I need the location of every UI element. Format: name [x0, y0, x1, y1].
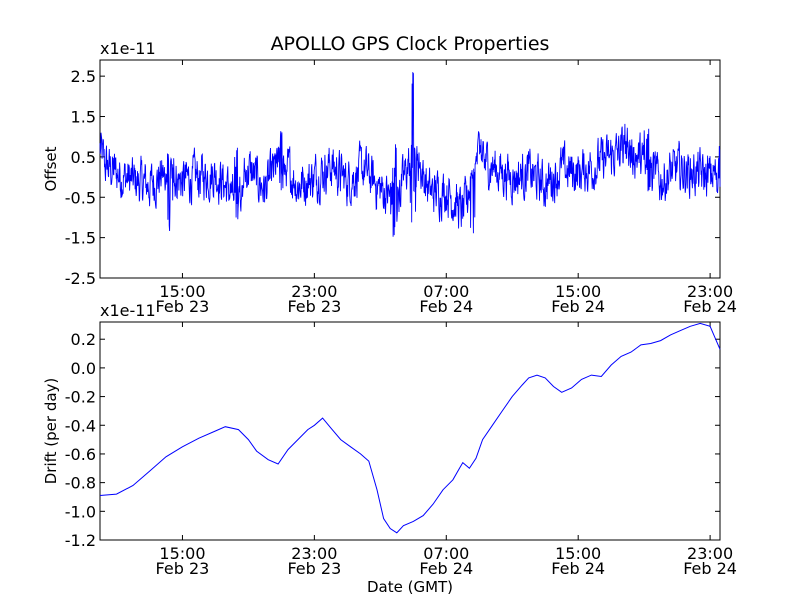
offset-x-tick-time: 15:00	[555, 282, 601, 301]
offset-x-tick-date: Feb 24	[551, 297, 605, 316]
chart-title: APOLLO GPS Clock Properties	[271, 33, 550, 55]
drift-x-tick-time: 15:00	[555, 544, 601, 563]
offset-x-tick-time: 23:00	[291, 282, 337, 301]
offset-x-tick-time: 07:00	[423, 282, 469, 301]
offset-line	[99, 72, 721, 237]
drift-x-tick-time: 07:00	[423, 544, 469, 563]
drift-y-tick-label: 0.2	[71, 330, 96, 349]
drift-multiplier-label: x1e-11	[100, 301, 156, 320]
offset-x-tick-date: Feb 24	[419, 297, 473, 316]
drift-y-tick-label: -0.4	[65, 416, 96, 435]
drift-x-tick-time: 15:00	[159, 544, 205, 563]
offset-series	[99, 72, 721, 237]
drift-y-tick-label: -0.6	[65, 445, 96, 464]
drift-x-tick-time: 23:00	[687, 544, 733, 563]
drift-series	[99, 322, 721, 534]
offset-y-axis-label: Offset	[42, 146, 60, 191]
drift-x-tick-time: 23:00	[291, 544, 337, 563]
drift-y-axis-label: Drift (per day)	[42, 378, 60, 485]
drift-x-tick-date: Feb 24	[683, 559, 737, 578]
drift-y-tick-label: -0.8	[65, 474, 96, 493]
offset-y-tick-label: -0.5	[65, 188, 96, 207]
offset-x-tick-date: Feb 23	[287, 297, 341, 316]
drift-panel: x1e-11 Drift (per day) Date (GMT) 0.2 0.0…	[42, 301, 737, 596]
drift-x-tick-date: Feb 23	[156, 559, 210, 578]
drift-line	[99, 322, 721, 534]
offset-x-tick-date: Feb 23	[156, 297, 210, 316]
offset-y-tick-label: -1.5	[65, 229, 96, 248]
drift-y-tick-label: 0.0	[71, 359, 96, 378]
drift-y-tick-label: -1.0	[65, 502, 96, 521]
drift-y-tick-label: -0.2	[65, 388, 96, 407]
offset-y-tick-label: -2.5	[65, 269, 96, 288]
drift-y-tick-label: -1.2	[65, 531, 96, 550]
offset-x-tick-date: Feb 24	[683, 297, 737, 316]
offset-multiplier-label: x1e-11	[100, 39, 156, 58]
drift-x-tick-date: Feb 24	[551, 559, 605, 578]
offset-y-tick-label: 1.5	[71, 108, 96, 127]
offset-x-tick-time: 15:00	[159, 282, 205, 301]
drift-plot-frame	[99, 321, 721, 541]
drift-x-tick-date: Feb 24	[419, 559, 473, 578]
offset-y-tick-label: 2.5	[71, 67, 96, 86]
offset-y-tick-label: 0.5	[71, 148, 96, 167]
offset-panel: x1e-11 Offset 2.5 1.5 0.5 -0.5 -1.5 -2.5 15:00…	[42, 39, 737, 316]
drift-x-tick-date: Feb 23	[287, 559, 341, 578]
drift-x-axis-label: Date (GMT)	[367, 578, 453, 596]
offset-x-tick-time: 23:00	[687, 282, 733, 301]
